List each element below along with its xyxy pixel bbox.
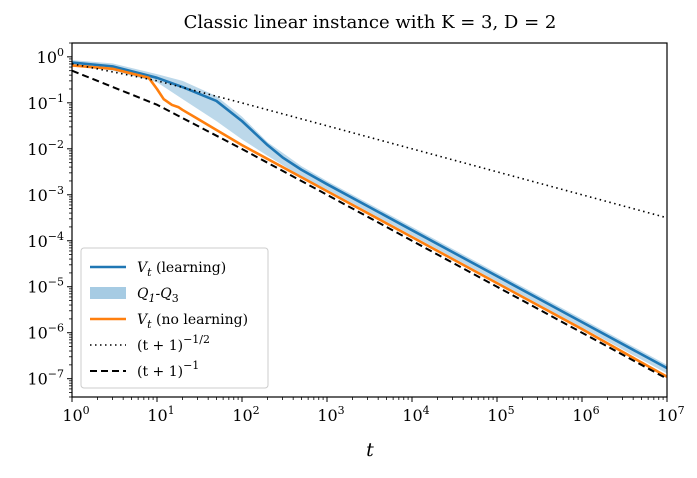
x-tick-label: 104 [402, 404, 429, 425]
legend-label: Q1-Q3 [137, 286, 179, 305]
legend-entry-1: Vt (learning) [90, 260, 226, 279]
legend-entry-3: Vt (no learning) [90, 312, 248, 331]
x-tick-label: 100 [62, 404, 89, 425]
y-tick-label: 10−2 [27, 138, 64, 159]
y-axis: 100 10−1 10−2 10−3 10−4 10−5 10−6 10−7 [27, 42, 72, 398]
legend-label: (t + 1)−1/2 [137, 333, 210, 354]
y-tick-label: 100 [37, 46, 64, 67]
y-tick-label: 10−6 [27, 322, 64, 343]
legend-label: (t + 1)−1 [137, 359, 199, 380]
legend-label: Vt (learning) [137, 260, 226, 279]
legend-entry-4: (t + 1)−1/2 [90, 333, 210, 354]
y-tick-label: 10−3 [27, 184, 64, 205]
series-line-1 [72, 61, 667, 370]
chart-title: Classic linear instance with K = 3, D = … [184, 12, 557, 33]
legend-box [80, 247, 269, 389]
x-tick-label: 103 [317, 404, 344, 425]
x-tick-label: 106 [572, 404, 599, 425]
legend-swatch [90, 287, 126, 299]
series-line-4 [72, 69, 667, 380]
legend-entry-2: Q1-Q3 [90, 286, 179, 305]
x-tick-label: 101 [147, 404, 174, 425]
y-tick-label: 10−5 [27, 276, 64, 297]
x-tick-label: 105 [487, 404, 514, 425]
y-tick-label: 10−7 [27, 368, 64, 389]
x-tick-label: 102 [232, 404, 259, 425]
legend: Vt (learning) Q1-Q3 Vt (no learning) (t + 1… [80, 247, 269, 389]
series-line-2 [72, 64, 667, 378]
plot-frame [71, 42, 668, 398]
y-tick-label: 10−1 [27, 92, 64, 113]
series-layer [72, 61, 667, 380]
legend-label: Vt (no learning) [137, 312, 248, 331]
legend-entry-5: (t + 1)−1 [90, 359, 199, 380]
x-axis: 100 101 102 103 104 105 106 107 [62, 397, 685, 425]
x-tick-label: 107 [657, 404, 684, 425]
y-tick-label: 10−4 [27, 230, 64, 251]
series-line-3 [72, 62, 667, 219]
x-axis-label: t [366, 439, 374, 461]
